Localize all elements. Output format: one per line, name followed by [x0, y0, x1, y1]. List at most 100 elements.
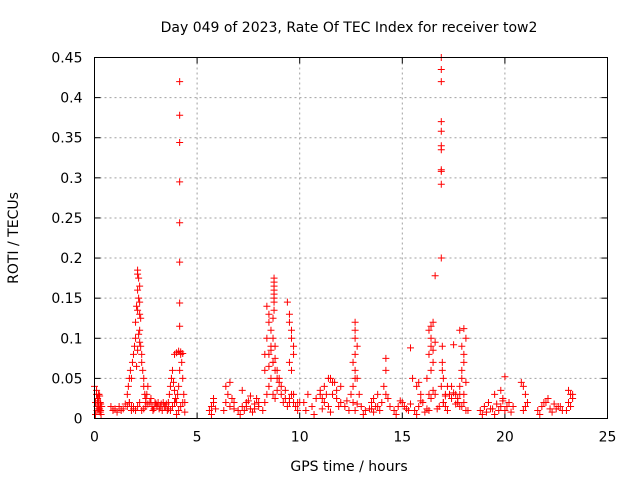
data-point [382, 354, 390, 362]
data-point [437, 382, 445, 390]
data-point [347, 390, 355, 398]
data-point [333, 386, 341, 394]
data-point [176, 139, 184, 147]
data-point [246, 392, 254, 400]
data-point [448, 382, 456, 390]
data-point [415, 378, 423, 386]
data-point [396, 397, 404, 405]
data-point [351, 406, 359, 414]
data-point [521, 402, 529, 410]
data-point [251, 405, 259, 413]
data-point [491, 410, 499, 418]
data-point [234, 406, 242, 414]
data-point [404, 406, 412, 414]
axis-ticks [94, 57, 608, 419]
data-point [456, 326, 464, 334]
data-point [287, 326, 295, 334]
data-point [172, 394, 180, 402]
data-point [143, 390, 151, 398]
data-point [178, 358, 186, 366]
data-point [425, 406, 433, 414]
data-point [462, 406, 470, 414]
data-point [171, 386, 179, 394]
data-point [132, 334, 140, 342]
y-axis-label: ROTI / TECUs [6, 192, 22, 284]
data-point [376, 406, 384, 414]
data-point [177, 402, 185, 410]
y-tick-label: 0.35 [51, 131, 82, 147]
data-point [263, 334, 271, 342]
data-point [267, 374, 275, 382]
data-point [429, 386, 437, 394]
data-point [382, 390, 390, 398]
data-point [417, 397, 425, 405]
data-point [497, 386, 505, 394]
data-point [139, 366, 147, 374]
data-point [438, 342, 446, 350]
data-point [544, 394, 552, 402]
data-point [316, 390, 324, 398]
data-point [181, 408, 189, 416]
data-point [176, 219, 184, 227]
x-tick-label: 0 [90, 430, 99, 446]
data-point [552, 405, 560, 413]
data-point [271, 342, 279, 350]
data-point [565, 398, 573, 406]
data-point [567, 402, 575, 410]
data-point [127, 374, 135, 382]
data-point [503, 402, 511, 410]
data-point [259, 406, 267, 414]
data-point [534, 406, 542, 414]
data-point [380, 382, 388, 390]
data-point [478, 410, 486, 418]
data-point [407, 344, 415, 352]
data-point [138, 350, 146, 358]
x-tick-label: 15 [393, 430, 411, 446]
data-point [228, 394, 236, 402]
data-point [96, 392, 104, 400]
data-point [400, 402, 408, 410]
data-point [135, 274, 143, 282]
data-point [261, 398, 269, 406]
y-tick-label: 0.4 [60, 91, 82, 107]
data-point [166, 406, 174, 414]
data-point [329, 390, 337, 398]
data-point [556, 402, 564, 410]
data-point [370, 394, 378, 402]
data-point [326, 408, 334, 416]
data-point [349, 382, 357, 390]
data-point [180, 390, 188, 398]
data-point [562, 406, 570, 414]
plot-frame [94, 57, 608, 419]
data-point [409, 374, 417, 382]
data-point [519, 406, 527, 414]
grid-lines [94, 57, 608, 419]
data-point [427, 366, 435, 374]
x-tick-label: 20 [496, 430, 514, 446]
data-point [359, 410, 367, 418]
data-point [168, 366, 176, 374]
data-point [437, 127, 445, 135]
data-point [132, 406, 140, 414]
data-point [173, 410, 181, 418]
data-point [212, 405, 220, 413]
data-point [337, 398, 345, 406]
data-point [491, 390, 499, 398]
data-point [443, 406, 451, 414]
data-point [113, 408, 121, 416]
data-point [230, 405, 238, 413]
data-point [495, 406, 503, 414]
data-point [265, 318, 273, 326]
data-point [124, 382, 132, 390]
data-point [179, 398, 187, 406]
data-point [135, 294, 143, 302]
data-point [353, 400, 361, 408]
y-tick-label: 0.45 [51, 51, 82, 67]
data-point [255, 398, 263, 406]
data-point [368, 405, 376, 413]
data-point [222, 398, 230, 406]
data-point [135, 330, 143, 338]
data-point [460, 358, 468, 366]
data-point [137, 342, 145, 350]
data-point [438, 358, 446, 366]
